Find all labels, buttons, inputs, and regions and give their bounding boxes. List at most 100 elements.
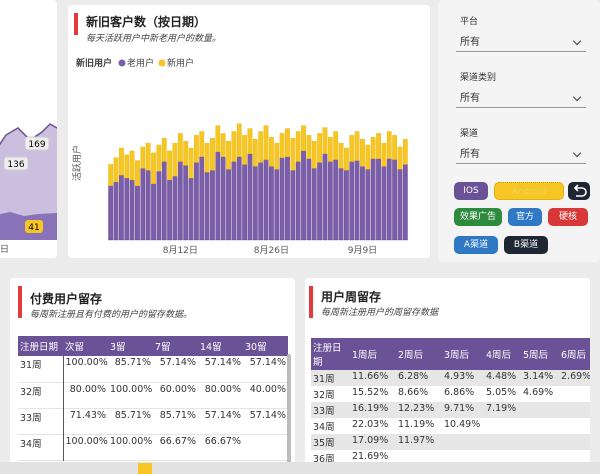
table-wrap: 注册日期 次留 3留 7留 14留 30留 31周 100.00% 85.71% 57.14% 57… [18, 336, 288, 474]
table-cell: 33周 [18, 408, 64, 434]
bar [258, 131, 264, 163]
bar [140, 168, 146, 241]
bar [129, 179, 135, 241]
label-box [24, 136, 50, 151]
bar [194, 135, 199, 163]
filter-button[interactable]: 硬核 [548, 208, 588, 226]
filter-select[interactable]: 所有 [456, 146, 586, 164]
bar [370, 158, 376, 241]
tab[interactable] [138, 463, 152, 474]
bar [204, 142, 210, 173]
table-cell: 17.09% [352, 435, 389, 446]
bar [161, 138, 167, 162]
bar [397, 169, 403, 241]
table-cell: 60.00% [159, 383, 196, 395]
table-cell [521, 434, 559, 450]
bar [167, 179, 172, 241]
bar [215, 151, 221, 241]
bar [344, 170, 349, 241]
filter-button[interactable]: 效果广告 [454, 208, 502, 226]
column-header: 4周后 [484, 338, 521, 370]
table-cell: 31周 [18, 356, 64, 382]
table: 注册日期 1周后 2周后 3周后 4周后 5周后 6周后 31周 11.66% 6.28% 4.93… [311, 338, 590, 466]
bar [349, 135, 355, 162]
bar [119, 147, 124, 176]
table-cell [521, 402, 559, 418]
table-cell: 12.23% [398, 403, 435, 414]
table-cell: 6.28% [398, 371, 429, 382]
bar [156, 171, 162, 241]
table-row: 31周 100.00% 85.71% 57.14% 57.14% 57.14% [18, 356, 288, 382]
bar [113, 181, 119, 241]
table-row: 32周 15.52% 8.66% 6.86% 5.05% 4.69% [311, 386, 590, 402]
bar [210, 170, 215, 241]
table-cell: 34周 [18, 434, 64, 460]
table: 注册日期 次留 3留 7留 14留 30留 31周 100.00% 85.71% 57.14% 57… [18, 336, 288, 461]
bar [220, 133, 226, 157]
bar [145, 170, 151, 241]
bar [381, 166, 387, 241]
table-cell: 40.00% [249, 383, 286, 395]
table-cell: 32周 [313, 390, 335, 401]
table-cell: 100.00% [65, 357, 108, 368]
weekly-retention-panel: 用户周留存 每周新注册用户的周留存数据 注册日期 1周后 2周后 3周后 4周后 5周后 6… [305, 278, 590, 474]
bar [301, 125, 306, 152]
table-cell: 4.48% [486, 371, 517, 382]
chart-subtitle: 每天活跃用户中新老用户的数量。 [86, 34, 222, 44]
bar [113, 157, 119, 183]
filter-button[interactable]: IOS [454, 182, 488, 200]
data-label: 41 [28, 223, 39, 233]
bar [392, 159, 397, 241]
bar [386, 158, 392, 241]
bar [311, 140, 317, 169]
column-header: 2周后 [396, 338, 442, 370]
column-header: 14留 [198, 336, 243, 356]
table-cell: 35周 [313, 438, 335, 449]
filter-button[interactable]: Android [494, 182, 564, 200]
table-row: 32周 80.00% 100.00% 60.00% 80.00% 40.00% [18, 382, 288, 408]
bar [370, 137, 376, 159]
filter-button[interactable]: 官方 [508, 208, 542, 226]
filter-button[interactable]: A渠道 [454, 236, 498, 254]
bar [177, 133, 183, 162]
column-header: 次留 [63, 336, 108, 356]
bar [151, 152, 156, 185]
bar [161, 161, 167, 241]
table-cell: 22.03% [352, 419, 389, 430]
bar [258, 162, 264, 241]
filter-select[interactable]: 所有 [456, 34, 586, 52]
table-cell: 21.69% [352, 451, 389, 462]
scrollbar [287, 354, 291, 464]
bar [140, 146, 146, 169]
table-cell: 85.71% [114, 409, 151, 421]
filter-button[interactable]: B渠道 [504, 236, 548, 254]
bar [327, 137, 333, 162]
bar [172, 175, 178, 241]
table-cell: 3.14% [523, 371, 554, 382]
bar [269, 166, 274, 241]
bar [279, 157, 285, 241]
table-cell [559, 418, 590, 434]
table-cell: 4.69% [523, 387, 554, 398]
legend-label: 老用户 [127, 57, 154, 69]
column-header: 注册日期 [311, 338, 350, 370]
bar [376, 158, 381, 241]
table-cell: 57.14% [204, 409, 241, 421]
table-title: 付费用户留存 [30, 292, 103, 306]
bar [317, 162, 322, 241]
bar [306, 158, 312, 241]
table-row: 34周 22.03% 11.19% 10.49% [311, 418, 590, 434]
left-panel: 169 136 41 日 [0, 0, 57, 258]
bar [333, 159, 339, 241]
bar [285, 156, 290, 241]
area [0, 124, 57, 240]
bar [274, 169, 280, 241]
filter-select[interactable]: 所有 [456, 90, 586, 108]
bar [204, 171, 210, 241]
column-header: 5周后 [521, 338, 559, 370]
table-cell: 11.66% [352, 371, 389, 382]
table-row: 31周 11.66% 6.28% 4.93% 4.48% 3.14% 2.69% [311, 370, 590, 386]
bar [295, 131, 301, 162]
back-button[interactable] [568, 182, 590, 200]
filter-label: 平台 [460, 17, 479, 27]
